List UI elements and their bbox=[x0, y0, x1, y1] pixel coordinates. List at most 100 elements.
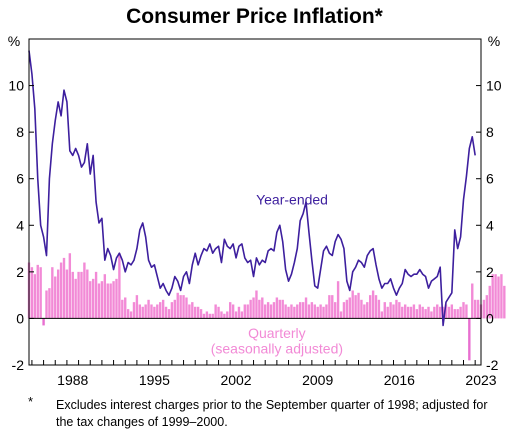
plot-frame bbox=[28, 38, 482, 366]
quarterly-bar bbox=[476, 299, 480, 319]
quarterly-bar bbox=[272, 302, 276, 319]
quarterly-bar bbox=[91, 278, 95, 319]
quarterly-bar bbox=[83, 262, 86, 319]
quarterly-bar bbox=[97, 283, 101, 319]
quarterly-bar bbox=[409, 306, 413, 319]
y-tick-label-left: 2 bbox=[16, 264, 24, 280]
y-tick-label-right: -2 bbox=[486, 357, 499, 373]
footnote: * Excludes interest charges prior to the… bbox=[28, 394, 498, 431]
quarterly-bar bbox=[389, 302, 392, 319]
quarterly-bar bbox=[386, 306, 389, 319]
quarterly-bar bbox=[427, 306, 430, 319]
chart-title: Consumer Price Inflation* bbox=[126, 5, 384, 28]
quarterly-bar bbox=[94, 271, 98, 319]
quarterly-bar bbox=[115, 278, 118, 319]
y-tick-label-right: 2 bbox=[486, 264, 494, 280]
quarterly-bar bbox=[354, 295, 357, 319]
quarterly-bar bbox=[403, 304, 407, 319]
x-tick-label: 2009 bbox=[302, 372, 333, 388]
quarterly-bar bbox=[368, 295, 372, 319]
quarterly-bar bbox=[147, 299, 150, 319]
quarterly-bar bbox=[433, 306, 436, 319]
quarterly-bar bbox=[313, 304, 316, 319]
quarterly-bar bbox=[159, 302, 162, 319]
quarterly-bar bbox=[77, 271, 80, 319]
quarterly-bar bbox=[246, 304, 249, 319]
x-tick-label: 2023 bbox=[465, 372, 496, 388]
quarterly-bar bbox=[491, 274, 494, 319]
quarterly-bar bbox=[456, 309, 459, 319]
quarterly-bar bbox=[269, 304, 273, 319]
x-tick-label: 2016 bbox=[384, 372, 415, 388]
quarterly-bar bbox=[156, 304, 159, 319]
quarterly-bar bbox=[281, 299, 284, 319]
quarterly-bar bbox=[345, 299, 349, 319]
quarterly-bar bbox=[191, 302, 194, 319]
quarterly-bar bbox=[465, 304, 468, 319]
quarterly-bar bbox=[33, 274, 37, 319]
quarterly-bar bbox=[334, 302, 337, 319]
quarterly-bar bbox=[366, 302, 369, 319]
quarterly-bar bbox=[377, 299, 381, 319]
annotation-seasonally-adjusted: (seasonally adjusted) bbox=[211, 340, 343, 356]
y-tick-label-left: 4 bbox=[16, 217, 24, 233]
quarterly-bar bbox=[112, 281, 115, 319]
quarterly-bar bbox=[339, 311, 343, 319]
quarterly-bar bbox=[360, 299, 363, 319]
quarterly-bar bbox=[196, 306, 200, 319]
quarterly-bar bbox=[322, 306, 325, 319]
quarterly-bar bbox=[374, 295, 378, 319]
quarterly-bar bbox=[468, 318, 471, 361]
quarterly-bar bbox=[471, 283, 474, 319]
y-tick-label-left: 10 bbox=[8, 78, 24, 94]
quarterly-bar bbox=[211, 313, 214, 319]
quarterly-bar bbox=[100, 281, 104, 319]
quarterly-bar bbox=[167, 309, 171, 319]
quarterly-bar bbox=[74, 278, 77, 319]
quarterly-bar bbox=[80, 271, 83, 319]
quarterly-bar bbox=[299, 302, 302, 319]
plot-area: -2 -2 0 0 2 2 4 4 6 6 8 8 10 10 1988 1995 2002 2009 2016 20… bbox=[8, 38, 506, 388]
quarterly-bar bbox=[199, 309, 203, 319]
quarterly-bar bbox=[406, 306, 410, 319]
quarterly-bar bbox=[424, 309, 427, 319]
quarterly-bar bbox=[153, 306, 156, 319]
y-tick-label-right: 8 bbox=[486, 124, 494, 140]
quarterly-bar bbox=[194, 306, 197, 319]
quarterly-bar bbox=[485, 295, 489, 319]
quarterly-bar bbox=[447, 306, 451, 319]
quarterly-bar bbox=[363, 304, 366, 319]
quarterly-bar bbox=[51, 267, 54, 319]
quarterly-bar bbox=[497, 276, 500, 319]
quarterly-bar bbox=[348, 297, 351, 319]
quarterly-bar bbox=[284, 304, 287, 319]
x-tick-label: 2002 bbox=[220, 372, 251, 388]
quarterly-bar bbox=[473, 299, 477, 319]
quarterly-bar bbox=[287, 306, 290, 319]
quarterly-bar bbox=[54, 276, 57, 319]
quarterly-bar bbox=[392, 304, 395, 319]
quarterly-bar bbox=[395, 299, 398, 319]
quarterly-bar bbox=[240, 311, 244, 319]
quarterly-bar bbox=[494, 274, 497, 319]
quarterly-bar bbox=[444, 304, 448, 319]
quarterly-bar bbox=[71, 271, 74, 319]
quarterly-bar bbox=[351, 290, 354, 319]
quarterly-bar bbox=[188, 304, 191, 319]
quarterly-bar bbox=[202, 313, 206, 319]
x-tick-label: 1995 bbox=[139, 372, 170, 388]
quarterly-bar bbox=[217, 306, 220, 319]
quarterly-bar bbox=[258, 299, 261, 319]
y-tick-label-left: 8 bbox=[16, 124, 24, 140]
quarterly-bar bbox=[109, 283, 112, 319]
quarterly-bar bbox=[453, 309, 456, 319]
quarterly-bar bbox=[503, 285, 506, 319]
quarterly-bar bbox=[296, 304, 299, 319]
quarterly-bar bbox=[307, 304, 311, 319]
y-tick-label-left: -2 bbox=[12, 357, 25, 373]
quarterly-bar bbox=[380, 311, 384, 319]
quarterly-bar bbox=[214, 304, 217, 319]
y-unit-right: % bbox=[488, 33, 500, 49]
quarterly-bar bbox=[150, 304, 153, 319]
quarterly-bar bbox=[56, 269, 60, 319]
